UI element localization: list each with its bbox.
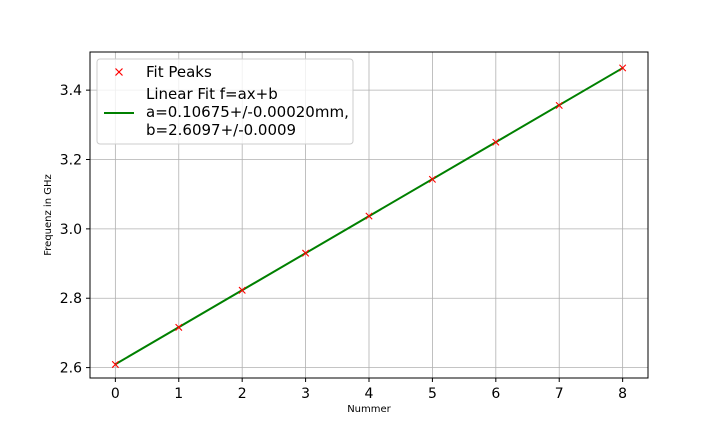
data-point [492, 138, 500, 146]
legend-marker-fit-peaks [115, 68, 123, 76]
data-point-stroke [619, 64, 627, 72]
data-point-stroke [302, 249, 310, 257]
data-point [555, 101, 563, 109]
legend-label-linear-fit-line2: a=0.10675+/-0.00020mm, [146, 103, 349, 121]
x-tick-label: 0 [111, 386, 120, 402]
data-point-stroke [365, 212, 373, 220]
data-point [238, 286, 246, 294]
legend-label-linear-fit-line3: b=2.6097+/-0.0009 [146, 121, 296, 139]
data-point-stroke [111, 360, 119, 369]
data-point [302, 249, 310, 257]
data-point-stroke [492, 138, 500, 146]
data-point [428, 175, 436, 183]
y-tick-label: 3.2 [60, 153, 82, 169]
data-point-stroke [428, 175, 436, 183]
x-tick-label: 3 [301, 386, 310, 402]
x-tick-label: 2 [238, 386, 247, 402]
legend-label-linear-fit-line1: Linear Fit f=ax+b [146, 85, 278, 103]
data-point-stroke [238, 286, 246, 294]
data-point [175, 323, 183, 331]
plot-area [111, 64, 627, 369]
y-tick-label: 3.4 [60, 83, 82, 99]
y-tick-label: 2.6 [60, 361, 82, 377]
y-tick-label: 3.0 [60, 222, 82, 238]
x-tick-label: 4 [365, 386, 374, 402]
data-point-stroke [175, 323, 183, 331]
x-tick-label: 1 [174, 386, 183, 402]
legend: Fit Peaks Linear Fit f=ax+b a=0.10675+/-… [96, 58, 354, 145]
x-tick-label: 8 [618, 386, 627, 402]
x-axis-label: Nummer [347, 404, 391, 415]
x-tick-label: 7 [555, 386, 564, 402]
x-tick-label: 6 [491, 386, 500, 402]
data-point [365, 212, 373, 220]
data-point [619, 64, 627, 72]
grid-lines [90, 52, 648, 378]
legend-box [96, 58, 354, 145]
y-axis-label: Frequenz in GHz [43, 174, 54, 255]
data-point-stroke [555, 101, 563, 109]
y-tick-label: 2.8 [60, 291, 82, 307]
x-tick-label: 5 [428, 386, 437, 402]
data-point [111, 360, 119, 369]
legend-label-fit-peaks: Fit Peaks [146, 63, 212, 81]
axis-ticks: 0 1 2 3 4 5 6 7 8 2.6 2.8 3.0 3.2 3.4 [60, 83, 627, 402]
